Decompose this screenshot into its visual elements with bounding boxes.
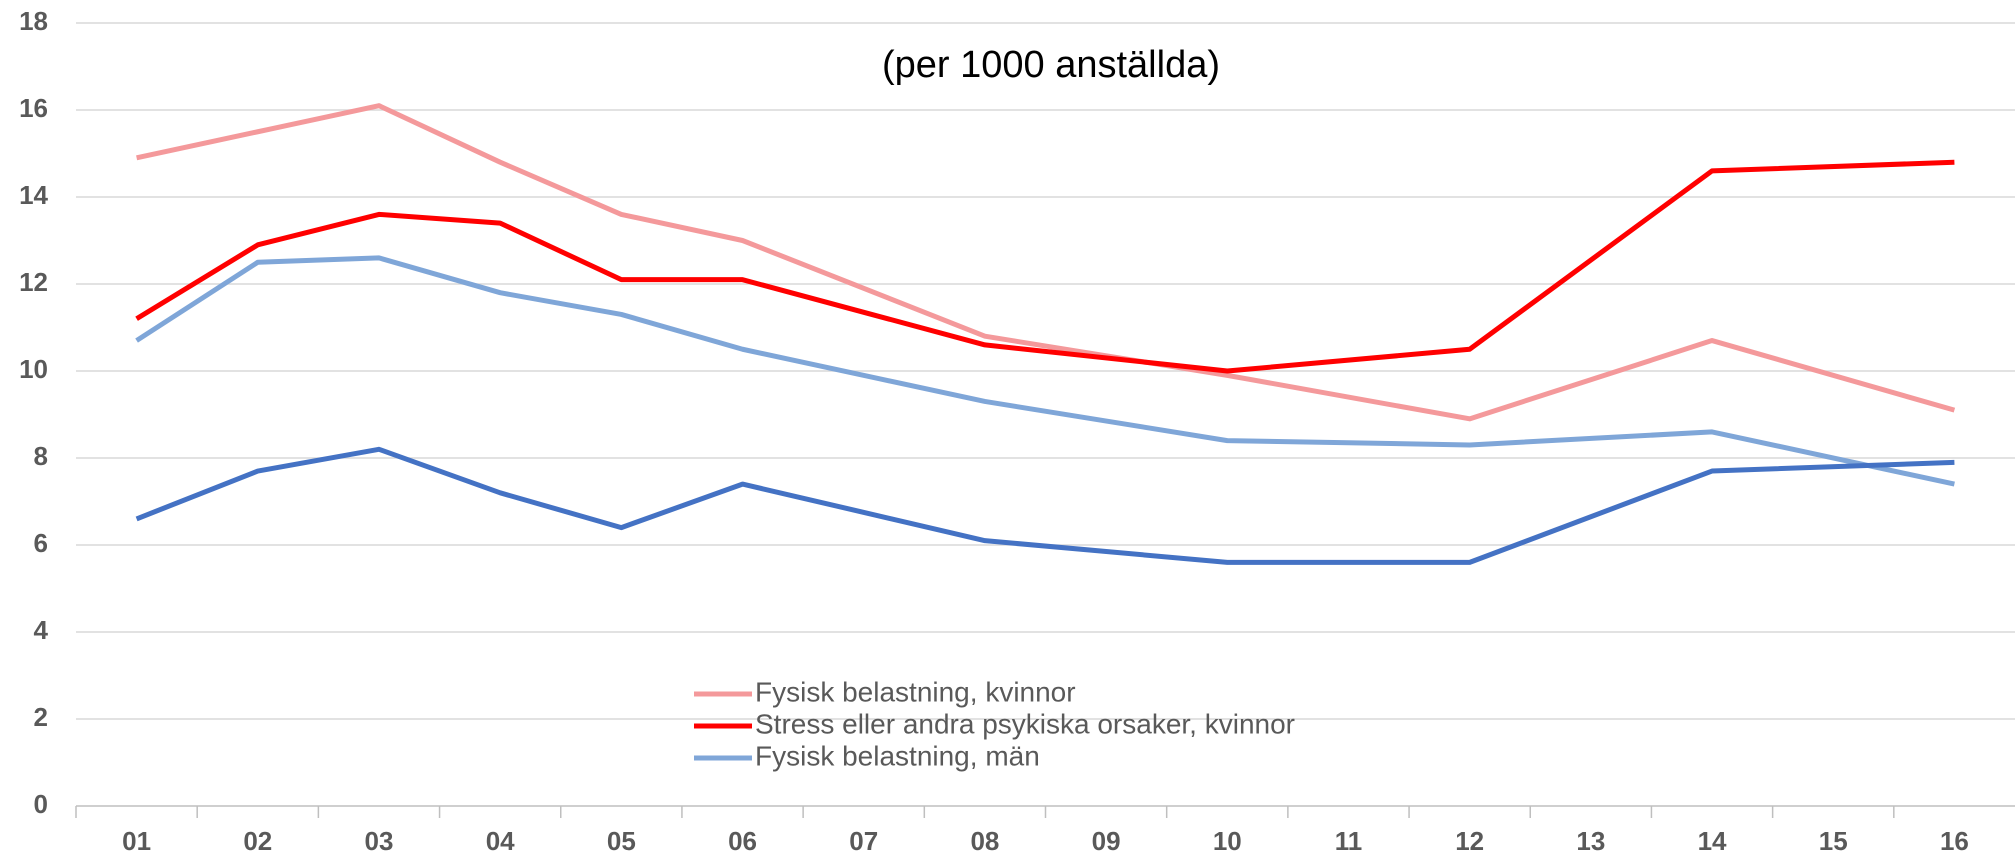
- x-tick-label: 05: [607, 826, 636, 856]
- y-tick-label: 4: [34, 615, 49, 645]
- x-tick-label: 04: [486, 826, 515, 856]
- x-tick-label: 15: [1819, 826, 1848, 856]
- x-tick-label: 10: [1213, 826, 1242, 856]
- y-tick-label: 10: [19, 354, 48, 384]
- x-tick-label: 01: [122, 826, 151, 856]
- y-tick-label: 0: [34, 789, 48, 819]
- legend-label: Fysisk belastning, män: [755, 740, 1040, 771]
- x-tick-label: 06: [728, 826, 757, 856]
- series-line: [135, 159, 1955, 374]
- chart-title: (per 1000 anställda): [882, 44, 1220, 86]
- x-tick-label: 11: [1335, 826, 1363, 856]
- x-tick-label: 14: [1698, 826, 1727, 856]
- y-tick-label: 6: [34, 528, 48, 558]
- x-tick-label: 08: [970, 826, 999, 856]
- x-tick-label: 02: [243, 826, 272, 856]
- y-tick-label: 8: [34, 441, 48, 471]
- x-tick-label: 16: [1940, 826, 1969, 856]
- x-tick-label: 07: [849, 826, 878, 856]
- x-tick-label: 03: [365, 826, 394, 856]
- x-tick-label: 09: [1092, 826, 1121, 856]
- x-tick-label: 12: [1455, 826, 1484, 856]
- y-tick-label: 12: [19, 267, 48, 297]
- y-tick-label: 14: [19, 180, 48, 210]
- series-line: [136, 103, 1956, 422]
- y-tick-label: 2: [34, 702, 48, 732]
- y-tick-label: 18: [19, 6, 48, 36]
- x-tick-label: 13: [1576, 826, 1605, 856]
- series-line: [135, 255, 1955, 487]
- series-line: [135, 446, 1955, 565]
- legend-label: Fysisk belastning, kvinnor: [755, 676, 1076, 707]
- legend-label: Stress eller andra psykiska orsaker, kvi…: [755, 708, 1295, 739]
- y-tick-label: 16: [19, 93, 48, 123]
